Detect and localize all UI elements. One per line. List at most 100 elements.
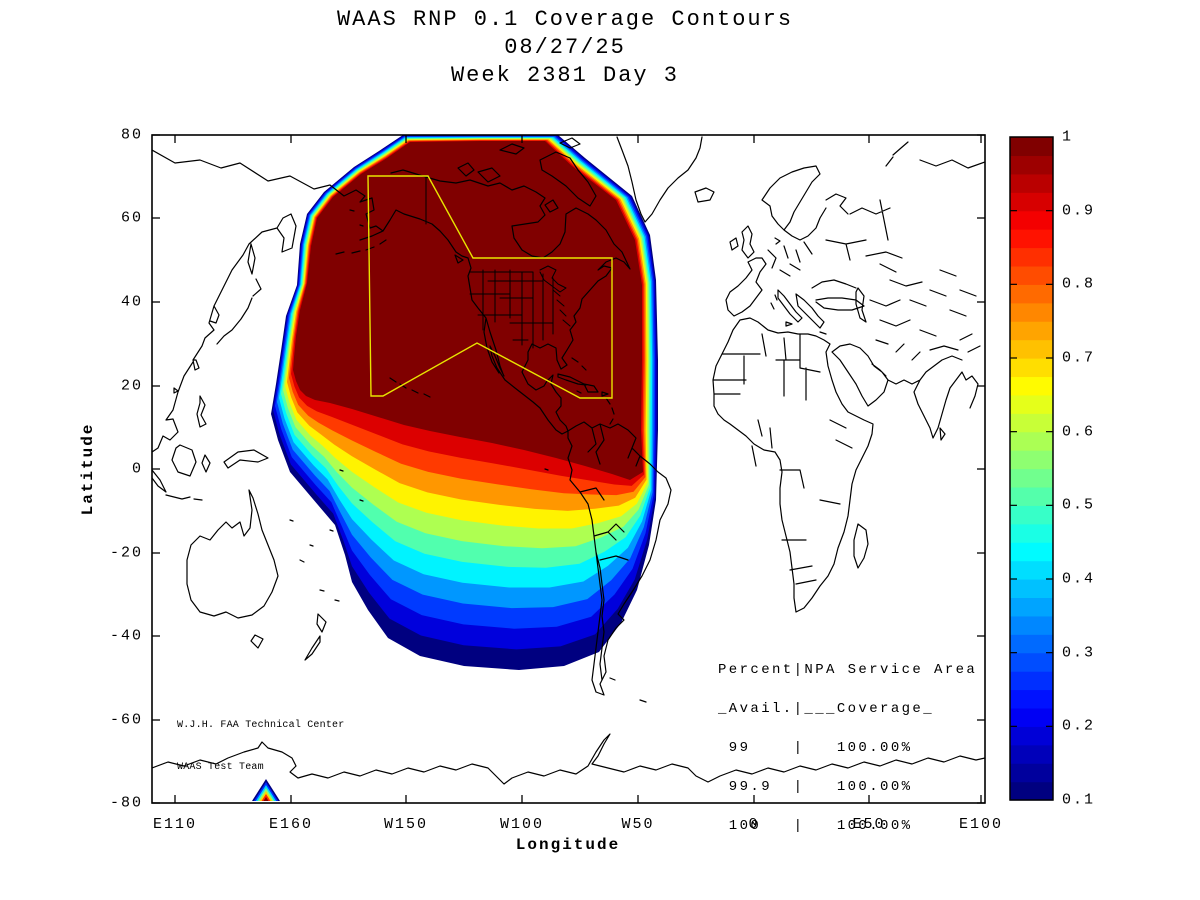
contour-band (293, 141, 643, 480)
colorbar-step (1010, 781, 1053, 801)
colorbar-step (1010, 560, 1053, 580)
npa-service-area-outline (367, 175, 613, 399)
y-tick-label: 20 (120, 377, 143, 395)
colorbar-tick-label: 0.4 (1062, 570, 1096, 588)
coast-antarctica (152, 733, 985, 785)
x-axis-label: Longitude (515, 836, 621, 854)
colorbar-tick-label: 0.8 (1062, 275, 1096, 293)
colorbar-step (1010, 707, 1053, 727)
coast-south-america (567, 421, 672, 703)
credit-line-2: WAAS Test Team (177, 762, 264, 773)
coast-arctic-greenland (457, 136, 715, 223)
us-state-borders (425, 176, 571, 349)
table-header-row: Percent|NPA Service Area (718, 662, 978, 678)
coast-asia-south (825, 141, 985, 441)
colorbar-step (1010, 137, 1053, 157)
x-tick-label: W100 (499, 816, 545, 833)
y-tick-label: 60 (120, 209, 143, 227)
colorbar-step (1010, 284, 1053, 304)
coast-siberia (152, 149, 373, 203)
coast-maritime-sea (152, 395, 269, 501)
colorbar-step (1010, 634, 1053, 654)
colorbar-step (1010, 394, 1053, 414)
colorbar-step (1010, 247, 1053, 267)
credit-annotation: W.J.H. FAA Technical Center WAAS Test Te… (177, 691, 344, 803)
colorbar-step (1010, 671, 1053, 691)
colorbar-step (1010, 376, 1053, 396)
x-tick-label: E50 (852, 816, 886, 833)
colorbar-tick-label: 0.3 (1062, 644, 1096, 662)
colorbar-step (1010, 210, 1053, 230)
coast-africa (712, 317, 874, 613)
colorbar-step (1010, 615, 1053, 635)
islands-caribbean (557, 357, 615, 425)
table-row: 99 | 100.00% (718, 740, 913, 756)
colorbar-tick-label: 0.2 (1062, 717, 1096, 735)
colorbar-step (1010, 155, 1053, 175)
colorbar-step (1010, 744, 1053, 764)
colorbar-step (1010, 339, 1053, 359)
y-tick-label: -60 (109, 711, 143, 729)
colorbar-step (1010, 486, 1053, 506)
coast-north-america (359, 169, 631, 435)
colorbar-step (1010, 265, 1053, 285)
world-coastlines (152, 136, 985, 785)
title-week-day: Week 2381 Day 3 (450, 63, 680, 88)
x-tick-label: E110 (152, 816, 198, 833)
x-tick-label: E100 (958, 816, 1004, 833)
coast-australia-nz (186, 489, 327, 661)
coast-east-asia (152, 213, 297, 453)
y-tick-label: -40 (109, 627, 143, 645)
y-tick-label: 40 (120, 293, 143, 311)
colorbar-frame (1009, 136, 1054, 801)
colorbar-step (1010, 726, 1053, 746)
colorbar-step (1010, 523, 1053, 543)
colorbar-step (1010, 505, 1053, 525)
colorbar-step (1010, 597, 1053, 617)
service-area-table: Percent|NPA Service Area _Avail.|___Cove… (718, 638, 977, 859)
colorbar-tick-label: 0.7 (1062, 349, 1096, 367)
table-row: 100 | 100.00% (718, 818, 913, 834)
y-tick-label: -80 (109, 794, 143, 812)
plot-frame (151, 134, 986, 804)
colorbar-tick-label: 0.5 (1062, 496, 1096, 514)
colorbar-gradient (1010, 137, 1053, 801)
colorbar-step (1010, 358, 1053, 378)
colorbar-step (1010, 173, 1053, 193)
antarctic-coverage-peak (252, 779, 280, 801)
y-axis-label: Latitude (79, 422, 97, 516)
coast-europe (725, 165, 867, 335)
colorbar-step (1010, 579, 1053, 599)
colorbar-step (1010, 763, 1053, 783)
colorbar-step (1010, 229, 1053, 249)
colorbar-step (1010, 192, 1053, 212)
x-tick-label: W150 (383, 816, 429, 833)
credit-line-1: W.J.H. FAA Technical Center (177, 720, 345, 731)
x-tick-label: W50 (621, 816, 655, 833)
table-subheader-row: _Avail.|___Coverage_ (718, 701, 935, 717)
table-row: 99.9 | 100.00% (718, 779, 913, 795)
colorbar-step (1010, 413, 1053, 433)
colorbar-step (1010, 542, 1053, 562)
y-tick-label: 0 (131, 460, 143, 478)
colorbar-step (1010, 321, 1053, 341)
colorbar-step (1010, 431, 1053, 451)
colorbar-step (1010, 652, 1053, 672)
x-tick-label: E160 (268, 816, 314, 833)
colorbar-tick-label: 0.6 (1062, 423, 1096, 441)
colorbar-step (1010, 450, 1053, 470)
x-tick-label: 0 (748, 816, 760, 833)
colorbar-step (1010, 302, 1053, 322)
colorbar-tick-label: 0.9 (1062, 202, 1096, 220)
colorbar-tick-label: 1 (1062, 128, 1074, 146)
islands-pacific (289, 209, 549, 602)
y-tick-label: 80 (120, 126, 143, 144)
y-tick-label: -20 (109, 544, 143, 562)
antarctic-band (263, 797, 269, 801)
colorbar-tick-label: 0.1 (1062, 791, 1096, 809)
colorbar-step (1010, 468, 1053, 488)
page-title: WAAS RNP 0.1 Coverage Contours (336, 7, 794, 32)
title-date: 08/27/25 (504, 35, 626, 60)
